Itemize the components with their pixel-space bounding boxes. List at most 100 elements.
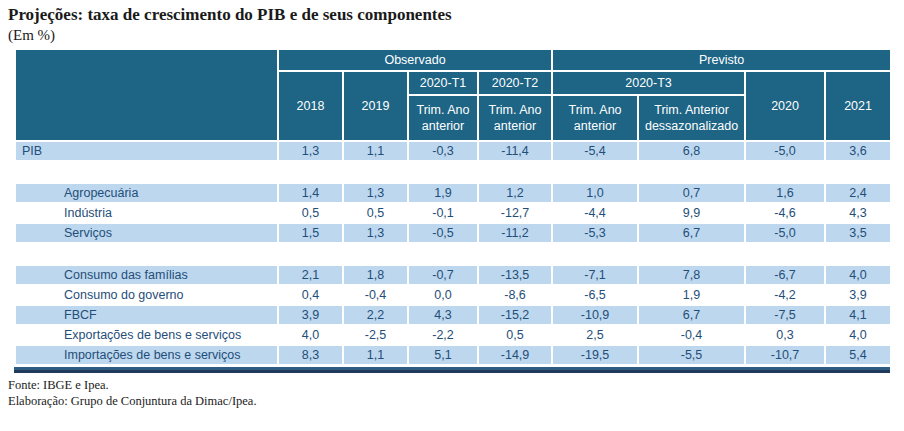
value-cell: 4,1 — [825, 305, 891, 325]
value-cell: -0,4 — [638, 325, 745, 345]
header-col-2018: 2018 — [278, 71, 343, 141]
value-cell: -7,5 — [745, 305, 825, 325]
footer-notes: Fonte: IBGE e Ipea. Elaboração: Grupo de… — [8, 377, 904, 409]
value-cell: 1,1 — [343, 141, 408, 161]
value-cell: 1,8 — [343, 265, 408, 285]
value-cell: -7,1 — [552, 265, 638, 285]
row-label: Exportações de bens e serviços — [15, 325, 278, 345]
value-cell: 0,5 — [278, 203, 343, 223]
table-row: Agropecuária1,41,31,91,21,00,71,62,4 — [15, 183, 891, 203]
value-cell: -19,5 — [552, 345, 638, 365]
spacer-row — [15, 161, 891, 183]
value-cell: 0,4 — [278, 285, 343, 305]
table-header: Observado Previsto 2018 2019 2020-T1 202… — [15, 49, 891, 141]
value-cell: -5,5 — [638, 345, 745, 365]
page-title: Projeções: taxa de crescimento do PIB e … — [8, 5, 904, 25]
value-cell: 1,9 — [408, 183, 478, 203]
value-cell: -6,5 — [552, 285, 638, 305]
header-sub-t3-trim-ano: Trim. Ano anterior — [552, 95, 638, 141]
value-cell: -4,2 — [745, 285, 825, 305]
value-cell: -8,6 — [478, 285, 552, 305]
value-cell: 1,4 — [278, 183, 343, 203]
value-cell: -5,0 — [745, 223, 825, 243]
report-page: Projeções: taxa de crescimento do PIB e … — [0, 0, 904, 431]
value-cell: 1,3 — [343, 183, 408, 203]
value-cell: 4,3 — [408, 305, 478, 325]
value-cell: 2,5 — [552, 325, 638, 345]
value-cell: -4,6 — [745, 203, 825, 223]
header-col-2020-t3: 2020-T3 — [552, 71, 745, 95]
header-corner-cell — [15, 49, 278, 141]
value-cell: -0,5 — [408, 223, 478, 243]
header-sub-t3-dessaz: Trim. Anterior dessazonalizado — [638, 95, 745, 141]
header-sub-t2: Trim. Ano anterior — [478, 95, 552, 141]
value-cell: -10,9 — [552, 305, 638, 325]
table-row: Consumo das famílias2,11,8-0,7-13,5-7,17… — [15, 265, 891, 285]
table-body: PIB1,31,1-0,3-11,4-5,46,8-5,03,6Agropecu… — [15, 141, 891, 365]
row-label: Indústria — [15, 203, 278, 223]
value-cell: 5,4 — [825, 345, 891, 365]
value-cell: 1,3 — [278, 141, 343, 161]
header-col-2021: 2021 — [825, 71, 891, 141]
value-cell: -4,4 — [552, 203, 638, 223]
row-label: Agropecuária — [15, 183, 278, 203]
value-cell: -11,4 — [478, 141, 552, 161]
value-cell: 2,1 — [278, 265, 343, 285]
source-note: Fonte: IBGE e Ipea. — [8, 377, 904, 393]
value-cell: 0,5 — [343, 203, 408, 223]
value-cell: -5,0 — [745, 141, 825, 161]
value-cell: 4,0 — [825, 325, 891, 345]
value-cell: -0,1 — [408, 203, 478, 223]
value-cell: -0,7 — [408, 265, 478, 285]
value-cell: 6,7 — [638, 305, 745, 325]
value-cell: 9,9 — [638, 203, 745, 223]
value-cell: -5,3 — [552, 223, 638, 243]
table-row: Importações de bens e serviços8,31,15,1 -… — [15, 345, 891, 365]
value-cell: -0,3 — [408, 141, 478, 161]
value-cell: 3,9 — [278, 305, 343, 325]
value-cell: 2,2 — [343, 305, 408, 325]
value-cell: -11,2 — [478, 223, 552, 243]
value-cell: -2,5 — [343, 325, 408, 345]
value-cell: 4,0 — [278, 325, 343, 345]
value-cell: 0,3 — [745, 325, 825, 345]
value-cell: 6,8 — [638, 141, 745, 161]
value-cell: 0,5 — [478, 325, 552, 345]
row-label: Importações de bens e serviços — [15, 345, 278, 365]
row-label: FBCF — [15, 305, 278, 325]
header-group-previsto: Previsto — [552, 49, 891, 71]
table-row: FBCF3,92,24,3-15,2-10,96,7-7,54,1 — [15, 305, 891, 325]
header-sub-t1: Trim. Ano anterior — [408, 95, 478, 141]
projections-table: Observado Previsto 2018 2019 2020-T1 202… — [14, 48, 892, 366]
value-cell: -15,2 — [478, 305, 552, 325]
value-cell: 4,3 — [825, 203, 891, 223]
header-col-2020-t2: 2020-T2 — [478, 71, 552, 95]
header-col-2020: 2020 — [745, 71, 825, 141]
row-label: PIB — [15, 141, 278, 161]
value-cell: 1,0 — [552, 183, 638, 203]
value-cell: 8,3 — [278, 345, 343, 365]
value-cell: -5,4 — [552, 141, 638, 161]
value-cell: 4,0 — [825, 265, 891, 285]
header-col-2020-t1: 2020-T1 — [408, 71, 478, 95]
value-cell: 3,6 — [825, 141, 891, 161]
table-row: Exportações de bens e serviços4,0-2,5-2,… — [15, 325, 891, 345]
table-row: Serviços1,51,3-0,5-11,2-5,36,7-5,03,5 — [15, 223, 891, 243]
row-label: Consumo do governo — [15, 285, 278, 305]
value-cell: 1,1 — [343, 345, 408, 365]
value-cell: -12,7 — [478, 203, 552, 223]
table-row: Consumo do governo0,4-0,40,0-8,6-6,51,9-… — [15, 285, 891, 305]
value-cell: -2,2 — [408, 325, 478, 345]
spacer-row — [15, 243, 891, 265]
value-cell: 3,5 — [825, 223, 891, 243]
value-cell: 0,7 — [638, 183, 745, 203]
value-cell: 3,9 — [825, 285, 891, 305]
value-cell: 5,1 — [408, 345, 478, 365]
value-cell: 1,6 — [745, 183, 825, 203]
table-row: Indústria0,50,5-0,1-12,7-4,49,9-4,64,3 — [15, 203, 891, 223]
header-col-2019: 2019 — [343, 71, 408, 141]
value-cell: 1,3 — [343, 223, 408, 243]
table-row: PIB1,31,1-0,3-11,4-5,46,8-5,03,6 — [15, 141, 891, 161]
value-cell: 7,8 — [638, 265, 745, 285]
value-cell: 1,2 — [478, 183, 552, 203]
